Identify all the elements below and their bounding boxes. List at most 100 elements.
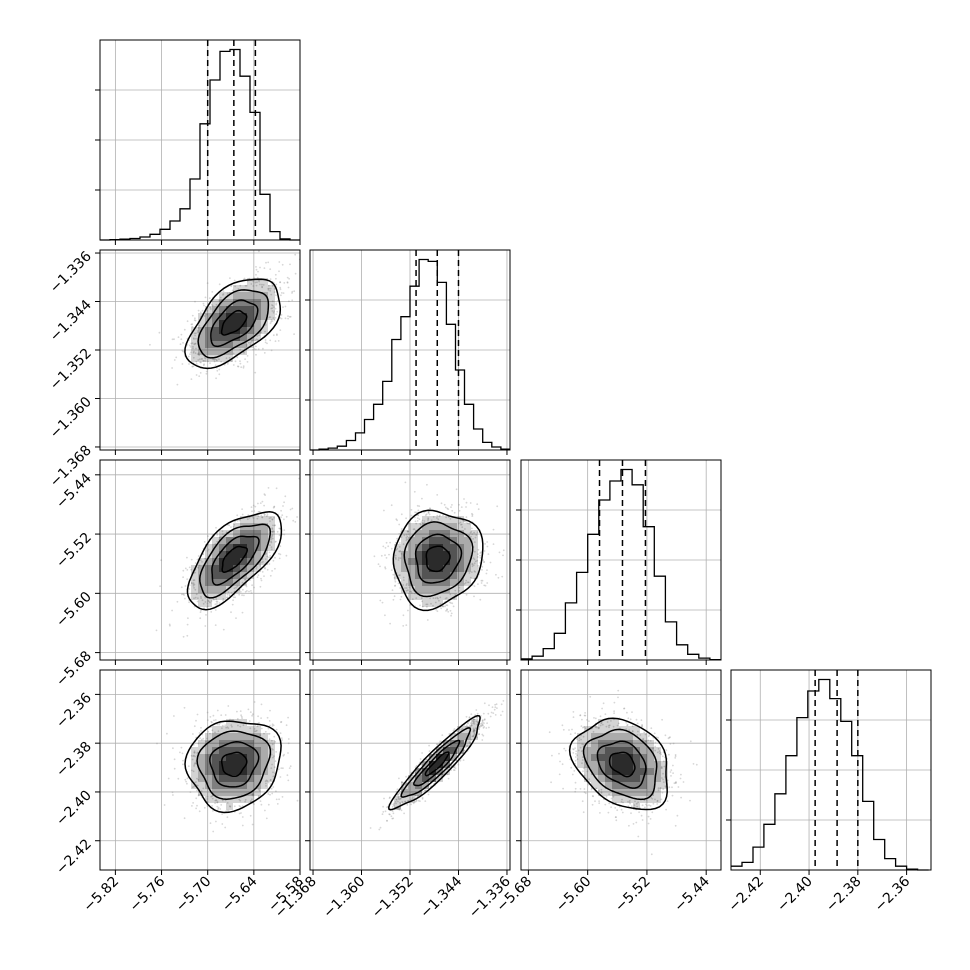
scatter-point [272,530,275,532]
density-cell [457,537,464,544]
scatter-point [578,739,581,742]
scatter-point [425,603,428,606]
scatter-point [640,719,643,721]
density-cell [254,516,261,523]
density-cell [436,593,443,600]
density-cell [408,789,415,796]
scatter-point [466,744,469,747]
scatter-point [222,628,225,631]
scatter-point [481,723,484,725]
scatter-point [437,777,440,779]
scatter-point [649,805,652,807]
density-cell [640,747,647,754]
scatter-point [416,768,419,771]
scatter-point [395,798,398,801]
scatter-point [571,773,574,776]
scatter-point [465,724,468,727]
density-cell [219,537,226,544]
scatter-point [197,309,200,312]
scatter-point [231,289,234,292]
x-tick-label: −1.344 [417,873,465,921]
scatter-point [211,797,214,800]
scatter-point [388,797,391,799]
scatter-point [199,737,202,739]
scatter-point [502,554,504,557]
scatter-point [405,584,408,586]
density-cell [247,558,254,565]
scatter-point [268,732,271,735]
scatter-point [247,708,250,711]
scatter-point [249,727,252,730]
scatter-point [195,363,198,365]
scatter-point [189,791,192,793]
scatter-point [293,333,295,335]
density-cell [443,537,450,544]
scatter-point [643,731,646,734]
scatter-point [459,521,462,524]
scatter-point [241,581,244,584]
scatter-point [209,362,211,365]
scatter-point [429,597,431,600]
density-cell [422,523,429,530]
density-cell [633,761,640,768]
scatter-point [402,614,405,617]
scatter-point [663,765,666,768]
density-cell [219,334,226,341]
scatter-point [266,514,269,516]
scatter-point [188,601,191,604]
density-cell [436,747,443,754]
scatter-point [631,725,634,728]
scatter-point [218,299,221,302]
density-cell [226,782,233,789]
scatter-point [249,344,252,346]
density-cell [577,747,584,754]
scatter-point [289,263,291,266]
scatter-point [562,728,565,731]
scatter-point [657,787,660,790]
scatter-point [271,310,274,312]
scatter-point [411,598,414,601]
scatter-point [210,611,213,613]
scatter-point [468,716,471,718]
scatter-point [243,277,246,280]
scatter-point [661,767,663,769]
scatter-point [502,700,505,702]
scatter-point [182,350,185,353]
density-cell [247,544,254,551]
scatter-point [660,767,663,769]
density-cell [436,572,443,579]
scatter-point [440,502,443,505]
scatter-point [631,730,634,733]
scatter-point [369,827,372,829]
scatter-point [434,597,437,600]
scatter-point [270,753,273,756]
scatter-point [194,342,197,345]
scatter-point [186,782,188,785]
scatter-point [194,317,196,320]
scatter-point [187,617,189,620]
scatter-point [480,582,483,584]
scatter-point [584,714,587,717]
density-cell [212,327,219,334]
scatter-point [389,622,391,625]
contour-line [414,533,463,584]
scatter-point [271,518,274,521]
scatter-point [610,797,613,800]
scatter-point [273,505,276,508]
scatter-point [173,715,175,717]
density-cell [205,551,212,558]
scatter-point [692,763,695,765]
scatter-point [182,576,185,579]
scatter-point [584,712,586,714]
scatter-point [211,729,214,732]
scatter-point [274,524,276,527]
scatter-point [196,331,199,334]
scatter-point [465,501,468,504]
scatter-point [261,285,264,288]
scatter-point [464,582,467,584]
scatter-point [246,518,249,521]
scatter-point [286,774,289,777]
scatter-point [273,516,275,519]
scatter-point [471,565,474,568]
scatter-point [273,319,276,321]
